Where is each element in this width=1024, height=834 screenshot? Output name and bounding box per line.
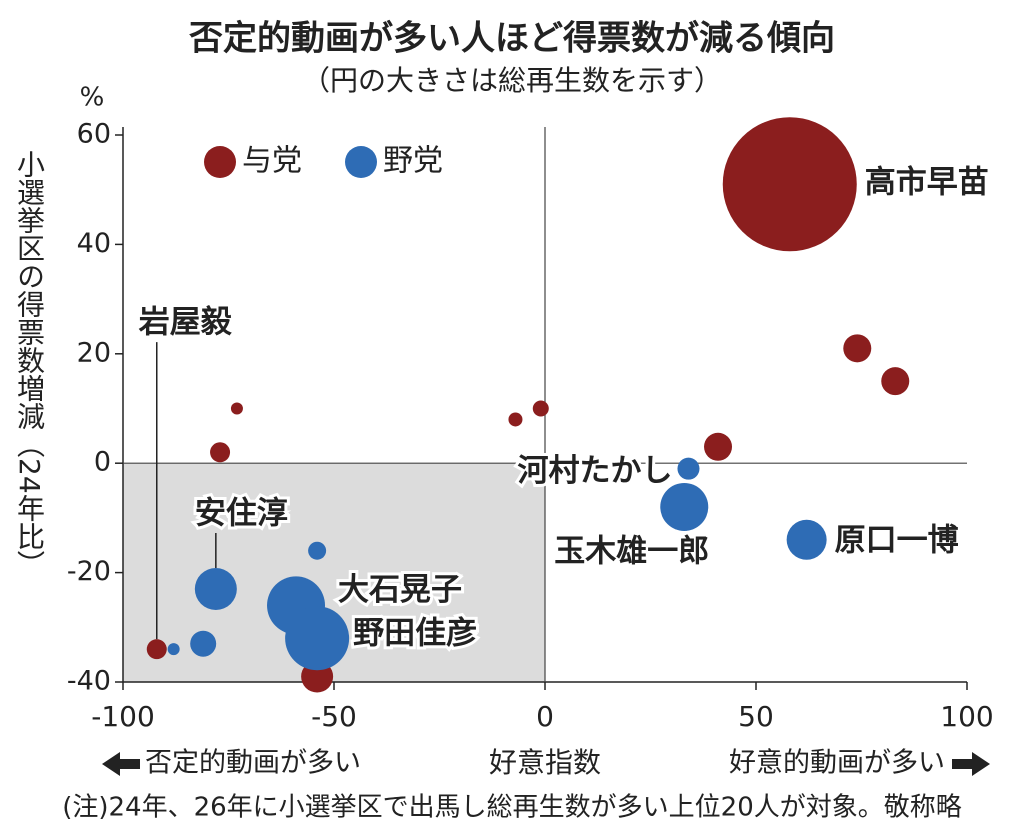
note: (注)24年、26年に小選挙区で出馬し総再生数が多い上位20人が対象。敬称略 [62,793,962,823]
point-label: 安住淳 [195,496,288,532]
chart-subtitle: （円の大きさは総再生数を示す） [302,64,722,97]
bubble [308,541,327,560]
bubble [881,367,910,396]
x-axis-label: 好意指数 [489,746,601,779]
bubble [146,639,167,660]
bubble [167,643,180,656]
y-tick-label: 40 [77,228,111,259]
bubble [285,606,350,671]
bubble [722,117,857,252]
y-tick-label: -40 [67,666,111,697]
legend-label: 野党 [383,144,443,179]
x-tick-label: -100 [91,700,155,733]
legend-swatch [345,146,377,178]
point-label: 野田佳彦 [353,616,477,652]
y-axis-label: 小選挙区の得票数増減（24年比） [13,150,46,578]
chart-title: 否定的動画が多い人ほど得票数が減る傾向 [189,19,835,59]
arrow-left [102,752,140,776]
x-axis-label-left: 否定的動画が多い [145,748,361,779]
bubble [677,457,700,480]
y-tick-label: -20 [67,556,111,587]
y-tick-label: 20 [77,337,111,368]
bubble [786,519,827,560]
point-label: 大石晃子 [338,572,462,608]
point-label: 原口一博 [835,522,959,558]
bubble [194,568,237,611]
legend-swatch [204,146,236,178]
x-tick-label: 0 [536,700,554,733]
bubble [843,334,872,363]
y-tick-label: 60 [77,119,111,150]
x-tick-label: 100 [940,700,993,733]
bubble [190,630,217,657]
x-axis-label-right: 好意的動画が多い [729,748,945,779]
x-tick-label: -50 [311,700,357,733]
bubble [660,482,709,531]
legend-label: 与党 [242,144,302,179]
bubble [704,432,733,461]
point-label: 玉木雄一郎 [554,533,709,569]
point-label: 岩屋毅 [138,305,233,341]
y-tick-label: 0 [94,447,111,478]
bubble [230,402,243,415]
arrow-right [952,752,990,776]
bubble [532,400,549,417]
x-tick-label: 50 [738,700,774,733]
y-unit: % [80,83,105,113]
point-label: 河村たかし [517,453,672,489]
bubble [210,442,231,463]
point-label: 高市早苗 [865,165,989,201]
bubble [508,412,523,427]
